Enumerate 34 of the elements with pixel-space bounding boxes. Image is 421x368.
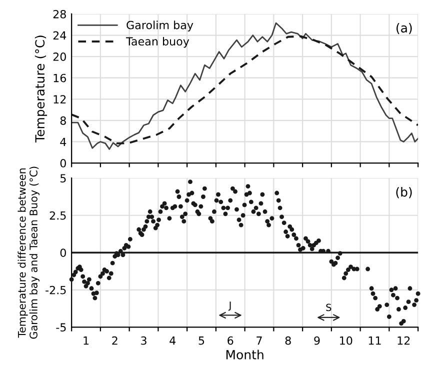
x-tick-label: 2 xyxy=(112,336,118,345)
x-tick-label: 9 xyxy=(314,336,320,345)
y-tick-label: 24 xyxy=(53,31,66,40)
y-tick-label: 0 xyxy=(60,248,66,258)
y-tick-label: 0 xyxy=(60,159,66,168)
y-tick-label: -5 xyxy=(56,323,66,332)
x-tick-label: 11 xyxy=(368,336,381,345)
x-axis-title: Month xyxy=(226,350,264,360)
x-tick-label: 4 xyxy=(170,336,176,345)
annotation: J xyxy=(228,302,231,311)
y-tick-label: 2.5 xyxy=(50,211,66,220)
x-tick-label: 1 xyxy=(84,336,89,345)
x-tick-label: 6 xyxy=(228,336,234,345)
legend-label: Garolim bay xyxy=(126,20,194,32)
y-tick-label: 8 xyxy=(60,116,66,125)
x-tick-label: 5 xyxy=(198,336,204,345)
y-tick-label: 20 xyxy=(53,52,66,61)
x-tick-label: 3 xyxy=(141,336,146,345)
y-tick-label: -2.5 xyxy=(46,286,66,294)
x-tick-label: 10 xyxy=(340,336,352,345)
legend-label: Taean buoy xyxy=(126,36,190,48)
y-axis-title: Temperature difference between Garolim bay and Taean Buoy (°C) xyxy=(18,166,40,339)
y-axis-title: Temperature (°C) xyxy=(34,36,48,142)
x-tick-label: 12 xyxy=(398,336,410,345)
annotation: S xyxy=(326,304,332,312)
y-tick-label: 5 xyxy=(60,174,66,182)
x-tick-label: 8 xyxy=(285,336,291,345)
annotation: (b) xyxy=(396,187,412,198)
y-tick-label: 16 xyxy=(54,74,66,82)
y-tick-label: 28 xyxy=(53,10,66,18)
annotation: (a) xyxy=(396,22,412,34)
y-tick-label: 4 xyxy=(60,138,66,146)
y-tick-label: 12 xyxy=(54,95,66,104)
x-tick-label: 7 xyxy=(256,336,262,345)
